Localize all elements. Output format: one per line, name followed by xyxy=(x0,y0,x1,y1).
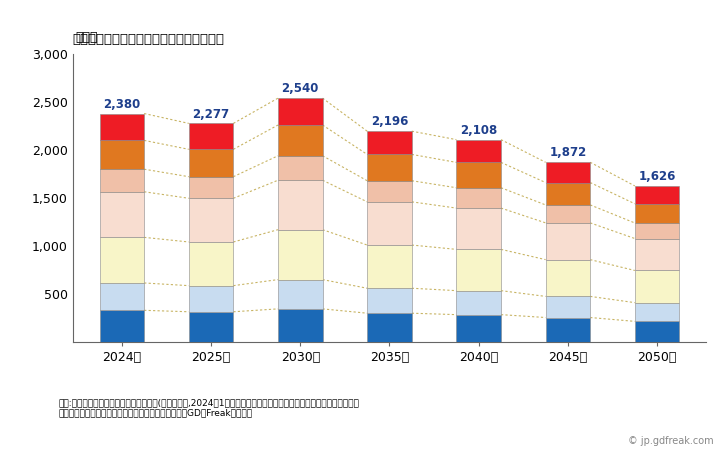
Bar xyxy=(456,162,501,188)
Bar xyxy=(635,303,679,321)
Bar xyxy=(456,188,501,208)
Bar xyxy=(100,192,144,237)
Bar xyxy=(278,309,323,342)
Text: 1,872: 1,872 xyxy=(549,146,587,159)
Text: 2,196: 2,196 xyxy=(371,115,408,128)
Bar xyxy=(367,313,412,342)
Bar xyxy=(635,204,679,223)
Bar xyxy=(189,177,234,198)
Bar xyxy=(189,123,234,149)
Bar xyxy=(278,230,323,279)
Bar xyxy=(635,186,679,204)
Bar xyxy=(100,169,144,192)
Bar xyxy=(635,238,679,270)
Text: ［人］: ［人］ xyxy=(76,32,98,45)
Bar xyxy=(189,286,234,312)
Bar xyxy=(189,242,234,286)
Bar xyxy=(545,183,590,205)
Bar xyxy=(635,321,679,342)
Text: 輪島市の要介譜（要支援）者数の将来推計: 輪島市の要介譜（要支援）者数の将来推計 xyxy=(73,33,225,46)
Bar xyxy=(456,140,501,162)
Bar xyxy=(456,249,501,291)
Bar xyxy=(545,297,590,318)
Bar xyxy=(367,288,412,313)
Bar xyxy=(367,245,412,288)
Bar xyxy=(545,223,590,260)
Bar xyxy=(278,125,323,156)
Text: 1,626: 1,626 xyxy=(638,170,676,183)
Bar xyxy=(100,140,144,169)
Bar xyxy=(456,315,501,342)
Bar xyxy=(545,260,590,297)
Bar xyxy=(278,156,323,180)
Bar xyxy=(189,198,234,242)
Bar xyxy=(278,279,323,309)
Bar xyxy=(545,318,590,342)
Text: © jp.gdfreak.com: © jp.gdfreak.com xyxy=(628,436,713,446)
Bar xyxy=(100,283,144,310)
Bar xyxy=(367,131,412,154)
Bar xyxy=(635,223,679,238)
Bar xyxy=(189,149,234,177)
Bar xyxy=(189,312,234,342)
Bar xyxy=(456,291,501,315)
Bar xyxy=(545,162,590,183)
Bar xyxy=(278,98,323,125)
Bar xyxy=(545,205,590,223)
Text: 2,108: 2,108 xyxy=(460,124,497,137)
Bar xyxy=(456,208,501,249)
Bar xyxy=(278,180,323,230)
Bar xyxy=(367,202,412,245)
Text: 2,380: 2,380 xyxy=(103,98,141,111)
Text: 出所:実績値は「介譜事業状況報告月報」(厳生労働省,2024年1月）。推計値は「全国又は都道府県の男女・年齢階層別
要介譜度別平均認定率を当域内人口構成に当ては: 出所:実績値は「介譜事業状況報告月報」(厳生労働省,2024年1月）。推計値は「… xyxy=(58,398,359,418)
Bar xyxy=(100,113,144,140)
Bar xyxy=(367,181,412,202)
Bar xyxy=(100,310,144,342)
Text: 2,540: 2,540 xyxy=(282,82,319,95)
Bar xyxy=(100,237,144,283)
Text: 2,277: 2,277 xyxy=(192,108,229,121)
Bar xyxy=(635,270,679,303)
Bar xyxy=(367,154,412,181)
